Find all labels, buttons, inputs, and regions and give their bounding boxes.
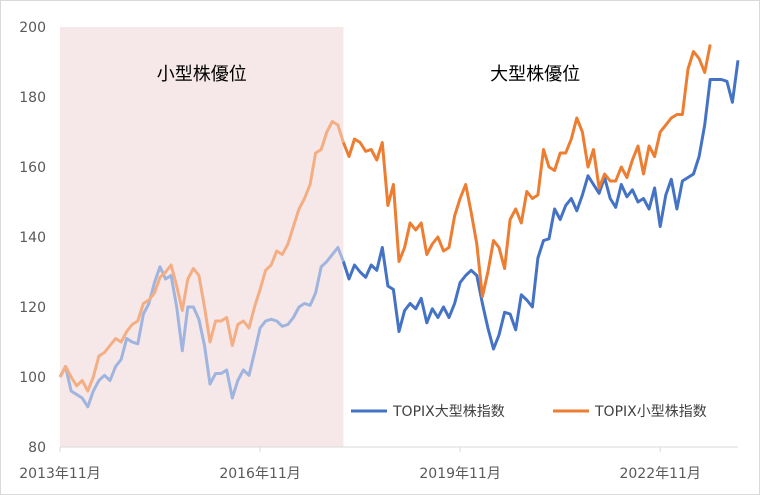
y-tick-label: 160 xyxy=(19,160,46,176)
series-lines xyxy=(58,44,740,409)
series-line-2-early xyxy=(58,120,345,393)
y-tick-label: 100 xyxy=(19,370,46,386)
series-line-1 xyxy=(341,60,740,351)
x-tick-label: 2019年11月 xyxy=(419,466,500,482)
y-tick-label: 180 xyxy=(19,90,46,106)
y-tick-label: 120 xyxy=(19,300,46,316)
x-axis: 2013年11月 2016年11月 2019年11月 2022年11月 xyxy=(19,446,738,482)
x-tick-label: 2016年11月 xyxy=(219,466,300,482)
region-label: 大型株優位 xyxy=(490,64,580,85)
legend-label: TOPIX大型株指数 xyxy=(392,404,505,420)
region-labels: 小型株優位 大型株優位 xyxy=(157,64,580,85)
y-tick-label: 200 xyxy=(19,20,46,36)
legend: TOPIX大型株指数 TOPIX小型株指数 xyxy=(351,404,707,420)
small-cap-period-shading xyxy=(60,27,344,447)
legend-label: TOPIX小型株指数 xyxy=(594,404,707,420)
x-tick-label: 2013年11月 xyxy=(19,466,100,482)
x-tick-label: 2022年11月 xyxy=(619,466,700,482)
series-line-1-early xyxy=(58,246,345,409)
y-axis: 80 100 120 140 160 180 200 xyxy=(19,20,46,456)
y-tick-label: 140 xyxy=(19,230,46,246)
region-label: 小型株優位 xyxy=(157,64,247,85)
series-line-2 xyxy=(342,44,712,298)
y-tick-label: 80 xyxy=(28,440,46,456)
